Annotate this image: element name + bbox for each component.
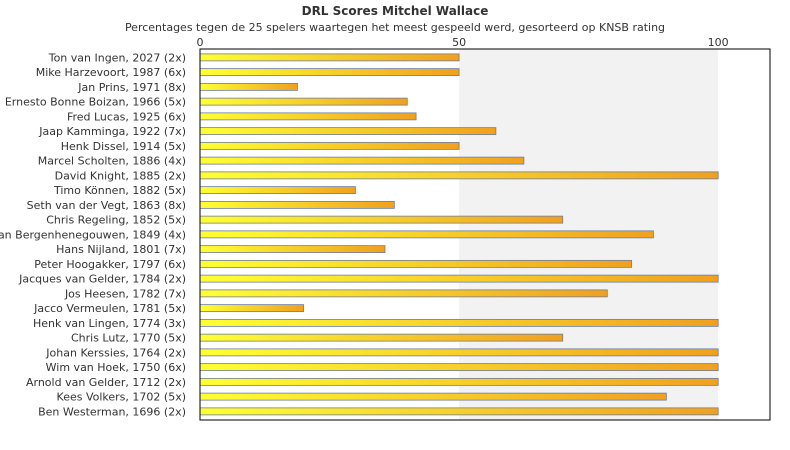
bar <box>199 348 719 357</box>
bar <box>199 377 719 386</box>
bar <box>199 156 525 165</box>
bar <box>199 407 719 416</box>
bar <box>199 186 356 195</box>
x-tick-label: 0 <box>197 36 204 49</box>
bar <box>199 127 497 136</box>
category-label: Chris Lutz, 1770 (5x) <box>71 332 186 345</box>
bar <box>199 230 654 239</box>
bar <box>199 392 667 401</box>
category-label: Johan Kerssies, 1764 (2x) <box>45 346 186 359</box>
x-tick-label: 100 <box>708 36 729 49</box>
category-label: Kees Volkers, 1702 (5x) <box>57 391 186 404</box>
bar <box>199 141 460 150</box>
category-label: Arnold van Gelder, 1712 (2x) <box>26 376 186 389</box>
category-label: Hans Nijland, 1801 (7x) <box>56 243 186 256</box>
chart-subtitle: Percentages tegen de 25 spelers waartege… <box>124 21 666 34</box>
bar <box>199 82 298 91</box>
category-label: David Knight, 1885 (2x) <box>55 169 186 182</box>
category-label: Jacco Vermeulen, 1781 (5x) <box>33 302 186 315</box>
x-tick-label: 50 <box>452 36 466 49</box>
category-label: Chris Regeling, 1852 (5x) <box>46 214 186 227</box>
category-label: Henk Dissel, 1914 (5x) <box>61 140 186 153</box>
bar <box>199 171 719 180</box>
y-axis-labels: Ton van Ingen, 2027 (2x) Mike Harzevoort,… <box>0 51 186 418</box>
category-label: Ton van Ingen, 2027 (2x) <box>48 51 186 64</box>
bar <box>199 363 719 372</box>
category-label: Jaap Kamminga, 1922 (7x) <box>38 125 186 138</box>
category-label: Wim van Hoek, 1750 (6x) <box>46 361 186 374</box>
category-label: Jacques van Gelder, 1784 (2x) <box>18 273 186 286</box>
bar <box>199 274 719 283</box>
bar <box>199 53 460 62</box>
category-label: Ernesto Bonne Boizan, 1966 (5x) <box>5 96 186 109</box>
x-axis-ticks: 0 50 100 <box>197 36 729 49</box>
category-label: Seth van der Vegt, 1863 (8x) <box>27 199 186 212</box>
category-label: Marcel Scholten, 1886 (4x) <box>38 155 186 168</box>
category-label: Fred Lucas, 1925 (6x) <box>67 110 186 123</box>
category-label: Joost van Bergenhenegouwen, 1849 (4x) <box>0 228 186 241</box>
chart-title: DRL Scores Mitchel Wallace <box>301 4 489 18</box>
category-label: Henk van Lingen, 1774 (3x) <box>33 317 186 330</box>
bar <box>199 333 564 342</box>
category-label: Jan Prins, 1971 (8x) <box>77 81 186 94</box>
bar <box>199 245 386 254</box>
category-label: Ben Westerman, 1696 (2x) <box>38 405 186 418</box>
category-label: Peter Hoogakker, 1797 (6x) <box>34 258 186 271</box>
bar <box>199 68 460 77</box>
bar <box>199 97 408 106</box>
bar <box>199 318 719 327</box>
grid-band <box>718 49 770 420</box>
bar <box>199 289 608 298</box>
bar <box>199 215 564 224</box>
bar <box>199 200 395 209</box>
bar <box>199 259 633 268</box>
plot-area-frame <box>199 48 771 421</box>
category-label: Timo Können, 1882 (5x) <box>53 184 186 197</box>
bar <box>199 304 305 313</box>
plot-background-bands <box>200 49 770 420</box>
bar <box>199 112 417 121</box>
category-label: Mike Harzevoort, 1987 (6x) <box>36 66 186 79</box>
category-label: Jos Heesen, 1782 (7x) <box>64 287 186 300</box>
